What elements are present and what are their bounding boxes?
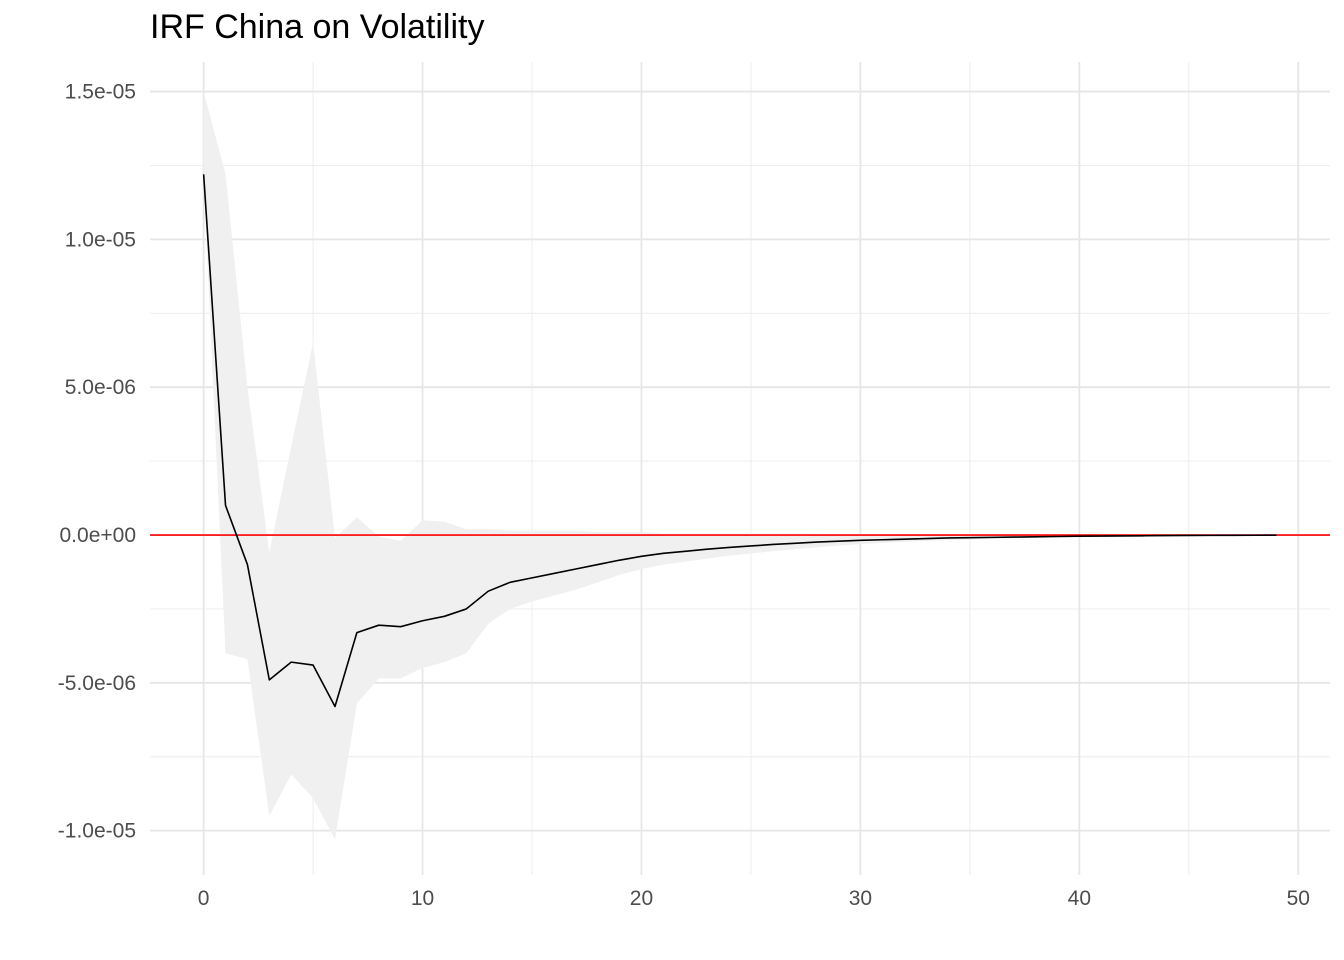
y-tick-label: 1.0e-05: [65, 228, 136, 251]
x-tick-label: 50: [1287, 887, 1310, 910]
confidence-band-layer: [203, 91, 1277, 840]
x-tick-label: 10: [411, 887, 434, 910]
x-tick-label: 40: [1068, 887, 1091, 910]
y-tick-label: 5.0e-06: [65, 376, 136, 399]
irf-line: [202, 174, 1277, 708]
y-tick-label: -1.0e-05: [58, 820, 136, 843]
x-axis-tick-labels: 0 10 20 30 40 50: [198, 887, 1310, 910]
confidence-band: [203, 91, 1277, 840]
x-tick-label: 30: [849, 887, 872, 910]
y-tick-label: -5.0e-06: [58, 672, 136, 695]
x-tick-label: 20: [630, 887, 653, 910]
chart-title: IRF China on Volatility: [150, 8, 485, 46]
y-axis-tick-labels: 1.5e-05 1.0e-05 5.0e-06 0.0e+00 -5.0e-06 -1.0…: [58, 81, 136, 843]
x-tick-label: 0: [198, 887, 210, 910]
irf-line-layer: [202, 174, 1277, 708]
y-tick-label: 0.0e+00: [60, 524, 137, 547]
y-tick-label: 1.5e-05: [65, 81, 136, 104]
